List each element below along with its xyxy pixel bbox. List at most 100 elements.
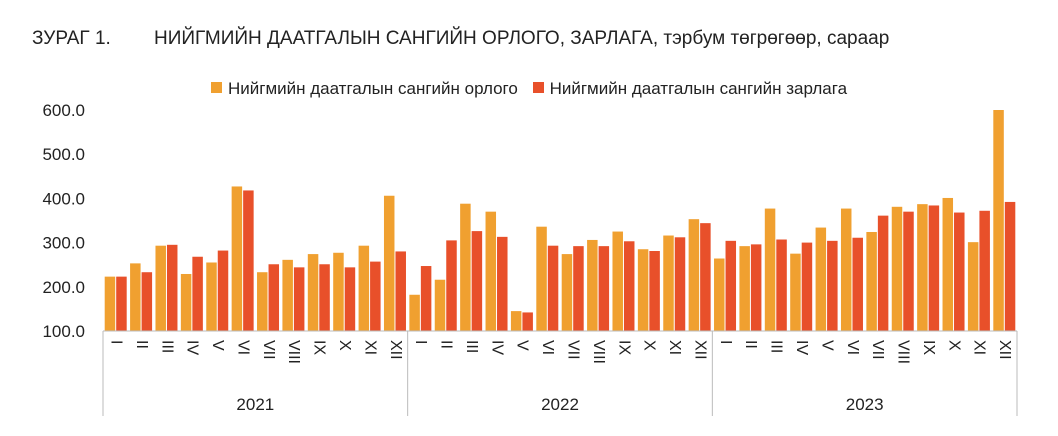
x-tick-label: I: [717, 340, 734, 344]
x-tick-label: IV: [793, 340, 810, 355]
year-label: 2021: [236, 395, 274, 414]
x-tick-label: XII: [996, 340, 1013, 360]
bar-income: [815, 227, 827, 331]
y-tick-label: 200.0: [42, 278, 85, 297]
bar-income: [790, 253, 801, 331]
bar-income: [409, 294, 420, 331]
bar-income: [637, 249, 649, 331]
x-tick-label: VIII: [895, 340, 912, 364]
x-tick-label: III: [158, 340, 175, 353]
bar-income: [917, 204, 928, 331]
x-tick-label: III: [463, 340, 480, 353]
bar-expense: [293, 267, 305, 331]
x-tick-label: XI: [971, 340, 988, 355]
bar-expense: [801, 242, 813, 331]
bar-expense: [877, 215, 889, 331]
bar-income: [307, 254, 319, 331]
bar-expense: [420, 266, 432, 331]
x-tick-label: II: [133, 340, 150, 349]
bar-expense: [954, 212, 965, 331]
legend-swatch-income: [210, 82, 222, 93]
x-tick-label: XI: [666, 340, 683, 355]
bar-expense: [623, 241, 635, 331]
bar-expense: [1004, 201, 1016, 331]
bar-expense: [547, 245, 559, 331]
bar-expense: [243, 190, 254, 331]
legend-label-expense: Нийгмийн даатгалын сангийн зарлага: [549, 79, 848, 98]
x-tick-label: IX: [615, 340, 632, 355]
legend-item-expense: Нийгмийн даатгалын сангийн зарлага: [532, 79, 848, 99]
x-tick-label: X: [336, 340, 353, 351]
bar-income: [333, 252, 344, 331]
x-tick-label: V: [514, 340, 531, 351]
x-tick-label: VI: [234, 340, 251, 355]
bar-income: [104, 276, 116, 331]
bar-expense: [446, 240, 457, 331]
x-tick-label: VI: [844, 340, 861, 355]
y-tick-label: 600.0: [42, 101, 85, 120]
y-tick-label: 400.0: [42, 189, 85, 208]
bar-income: [993, 110, 1004, 331]
bar-income: [130, 263, 141, 331]
bar-income: [510, 311, 522, 331]
bar-expense: [928, 205, 940, 331]
bar-income: [688, 219, 700, 331]
bar-expense: [598, 246, 610, 331]
bar-expense: [268, 264, 280, 331]
bar-income: [485, 211, 497, 331]
bar-income: [840, 208, 852, 331]
bar-expense: [395, 251, 406, 331]
bar-expense: [700, 223, 711, 331]
bar-income: [358, 245, 370, 331]
bar-income: [891, 206, 903, 331]
bar-income: [739, 246, 750, 331]
bar-income: [536, 226, 547, 331]
legend-item-income: Нийгмийн даатгалын сангийн орлого: [210, 79, 518, 99]
bar-expense: [192, 256, 203, 331]
bar-expense: [573, 246, 584, 331]
x-tick-label: XII: [387, 340, 404, 360]
x-tick-label: VII: [260, 340, 277, 360]
x-tick-label: II: [438, 340, 455, 349]
x-tick-label: VI: [539, 340, 556, 355]
bar-expense: [903, 211, 914, 331]
bar-income: [206, 262, 217, 331]
bar-income: [587, 239, 598, 331]
bar-expense: [979, 210, 990, 331]
bar-income: [383, 195, 395, 331]
bar-income: [180, 273, 192, 331]
bar-expense: [827, 240, 838, 331]
x-tick-label: VIII: [285, 340, 302, 364]
figure-title: ЗУРАГ 1. НИЙГМИЙН ДААТГАЛЫН САНГИЙН ОРЛОГ…: [32, 28, 889, 50]
bar-expense: [725, 240, 737, 331]
x-tick-label: VII: [564, 340, 581, 360]
bar-expense: [497, 236, 508, 331]
chart-legend: Нийгмийн даатгалын сангийн орлого Нийгми…: [0, 79, 1058, 99]
bar-expense: [649, 250, 660, 331]
x-tick-label: IX: [920, 340, 937, 355]
x-tick-label: V: [209, 340, 226, 351]
bar-income: [434, 279, 446, 331]
x-tick-label: XI: [361, 340, 378, 355]
x-tick-label: I: [412, 340, 429, 344]
bar-expense: [319, 264, 330, 331]
x-tick-label: V: [818, 340, 835, 351]
bar-income: [155, 245, 166, 331]
bar-income: [866, 231, 877, 331]
x-tick-label: VIII: [590, 340, 607, 364]
legend-swatch-expense: [532, 82, 544, 93]
figure-title-text: НИЙГМИЙН ДААТГАЛЫН САНГИЙН ОРЛОГО, ЗАРЛА…: [154, 28, 890, 49]
bar-income: [460, 203, 471, 331]
bar-expense: [116, 276, 127, 331]
x-tick-label: X: [641, 340, 658, 351]
y-tick-label: 500.0: [42, 145, 85, 164]
bar-income: [714, 258, 725, 331]
x-tick-label: III: [768, 340, 785, 353]
bar-expense: [852, 237, 863, 331]
bar-expense: [141, 272, 153, 331]
x-tick-label: II: [742, 340, 759, 349]
year-label: 2023: [846, 395, 884, 414]
bar-expense: [750, 244, 762, 331]
bar-income: [561, 254, 573, 331]
